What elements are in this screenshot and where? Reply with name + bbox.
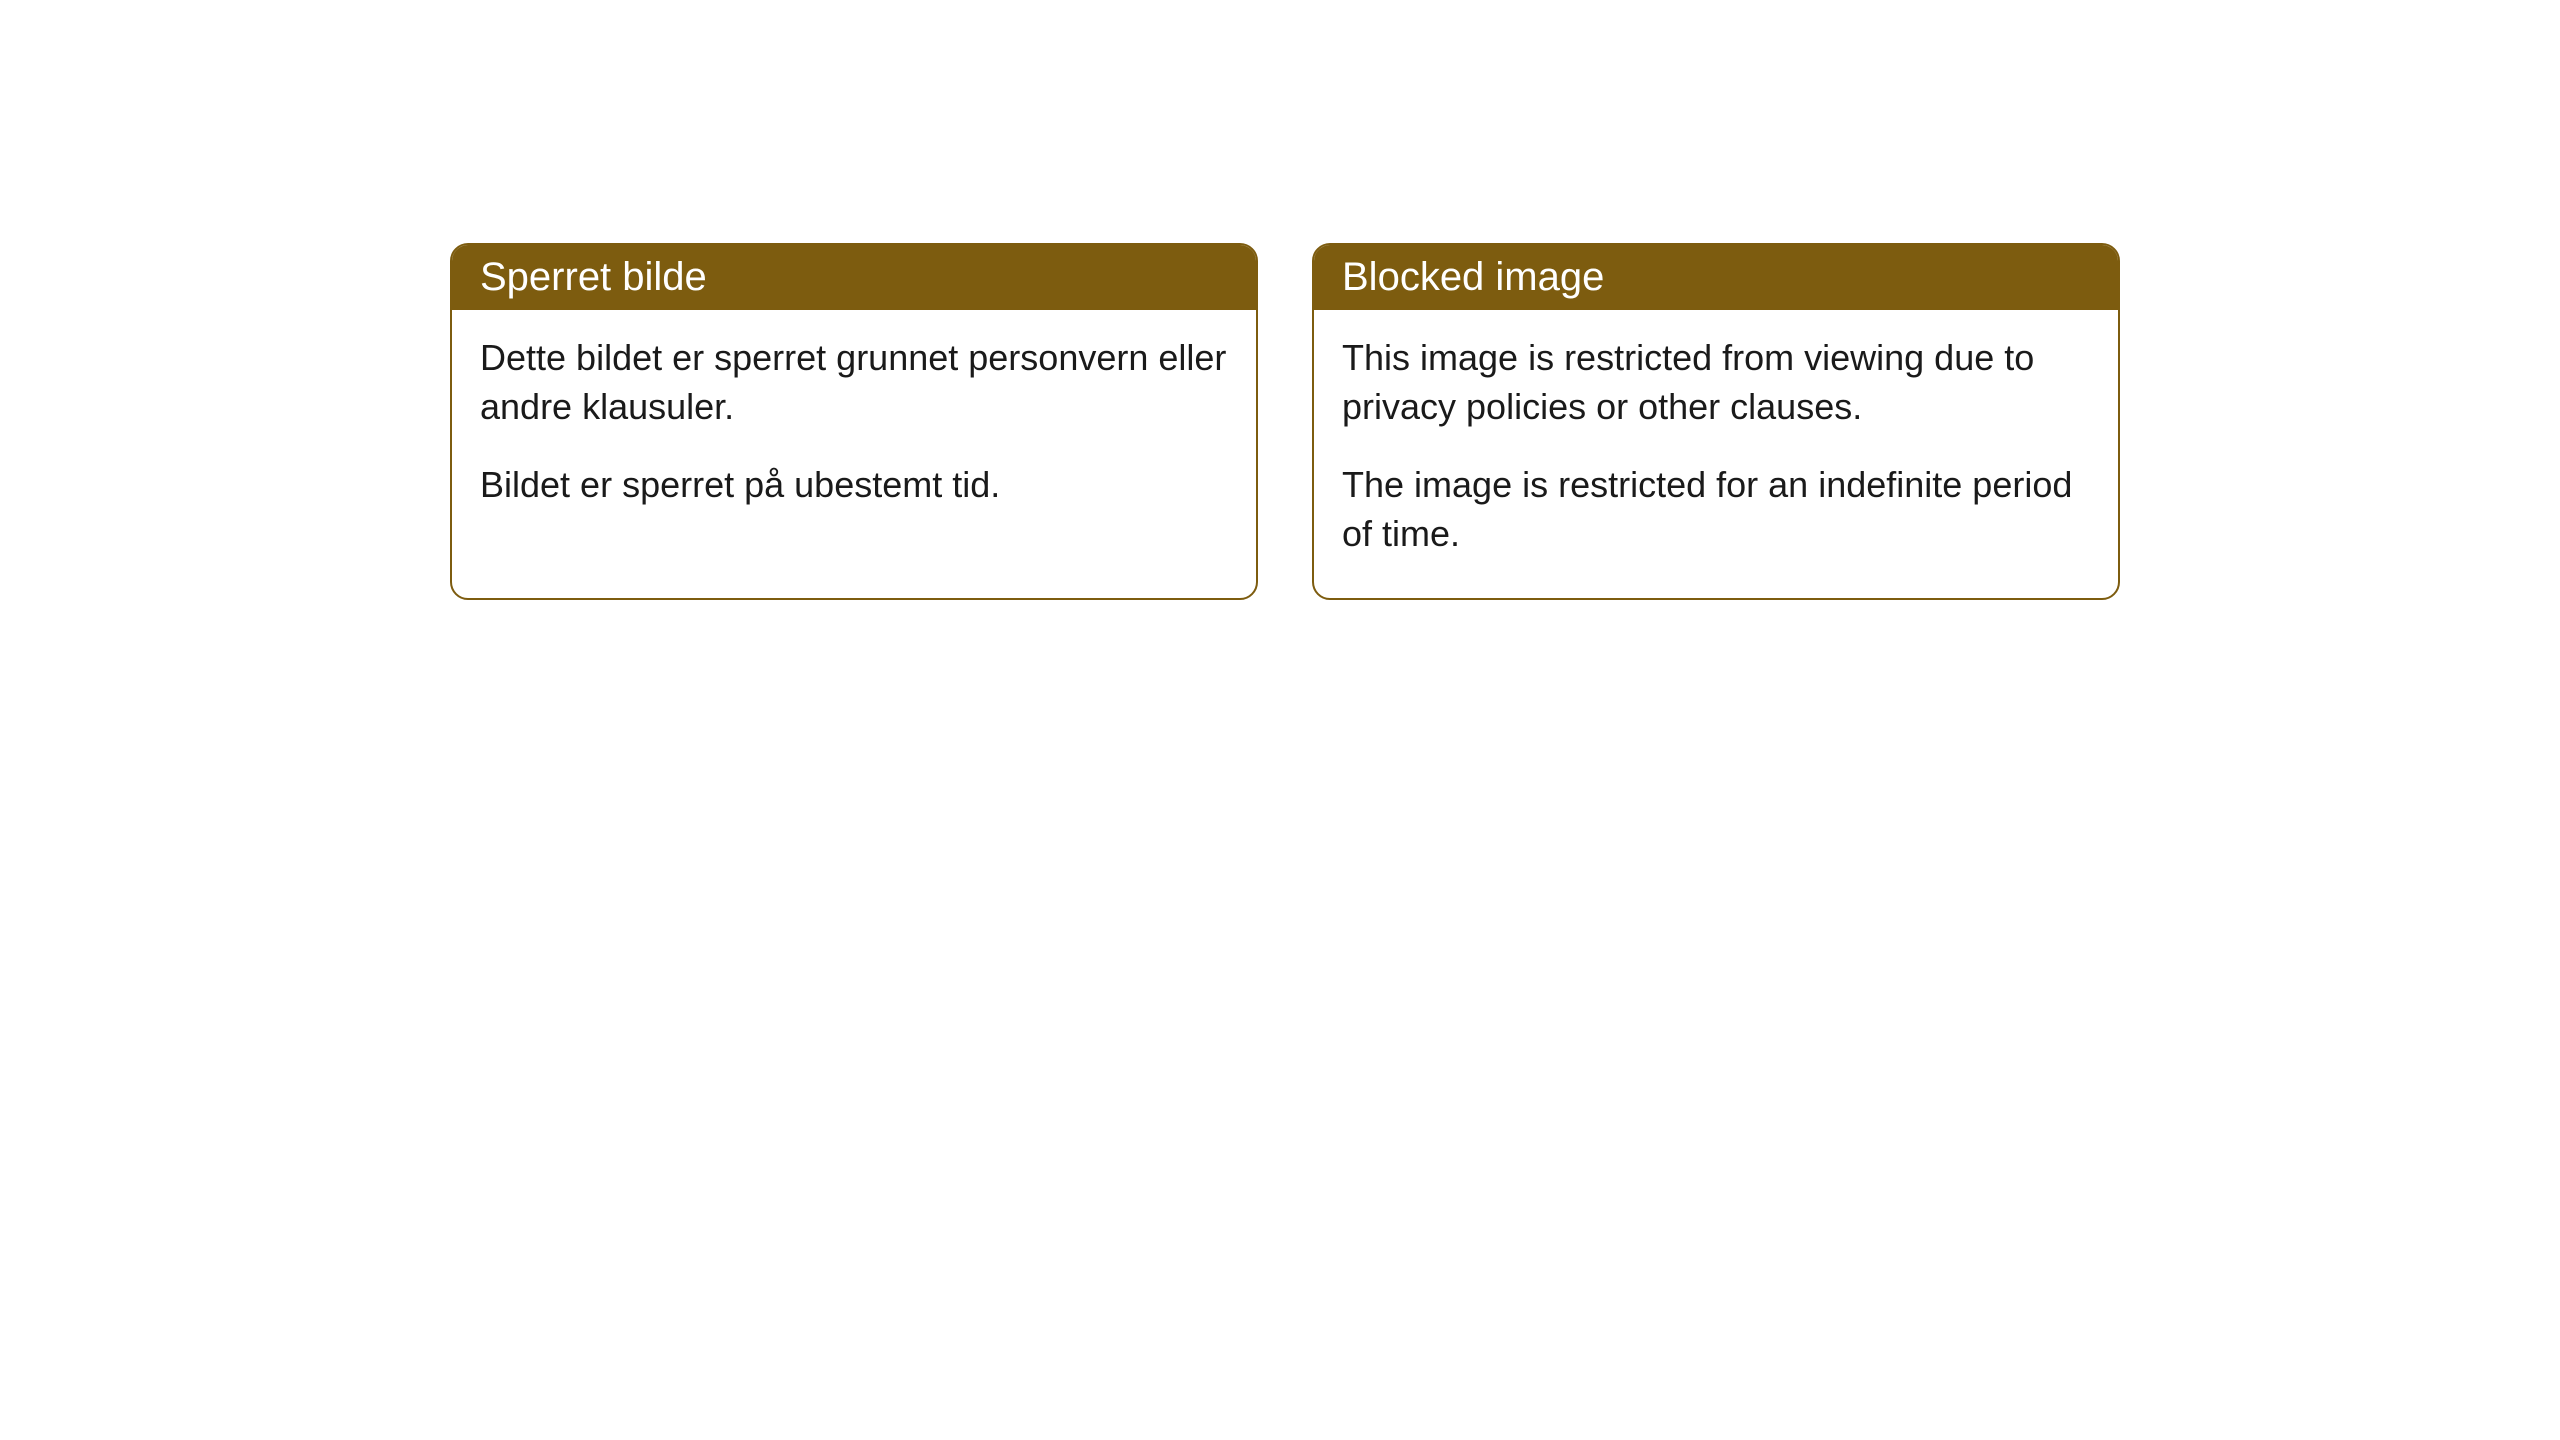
card-body-english: This image is restricted from viewing du… [1314, 310, 2118, 598]
card-body-norwegian: Dette bildet er sperret grunnet personve… [452, 310, 1256, 550]
cards-container: Sperret bilde Dette bildet er sperret gr… [450, 243, 2120, 600]
blocked-image-card-norwegian: Sperret bilde Dette bildet er sperret gr… [450, 243, 1258, 600]
card-paragraph-1-english: This image is restricted from viewing du… [1342, 334, 2090, 431]
blocked-image-card-english: Blocked image This image is restricted f… [1312, 243, 2120, 600]
card-header-english: Blocked image [1314, 245, 2118, 310]
card-paragraph-1-norwegian: Dette bildet er sperret grunnet personve… [480, 334, 1228, 431]
card-paragraph-2-english: The image is restricted for an indefinit… [1342, 461, 2090, 558]
card-header-norwegian: Sperret bilde [452, 245, 1256, 310]
card-paragraph-2-norwegian: Bildet er sperret på ubestemt tid. [480, 461, 1228, 510]
